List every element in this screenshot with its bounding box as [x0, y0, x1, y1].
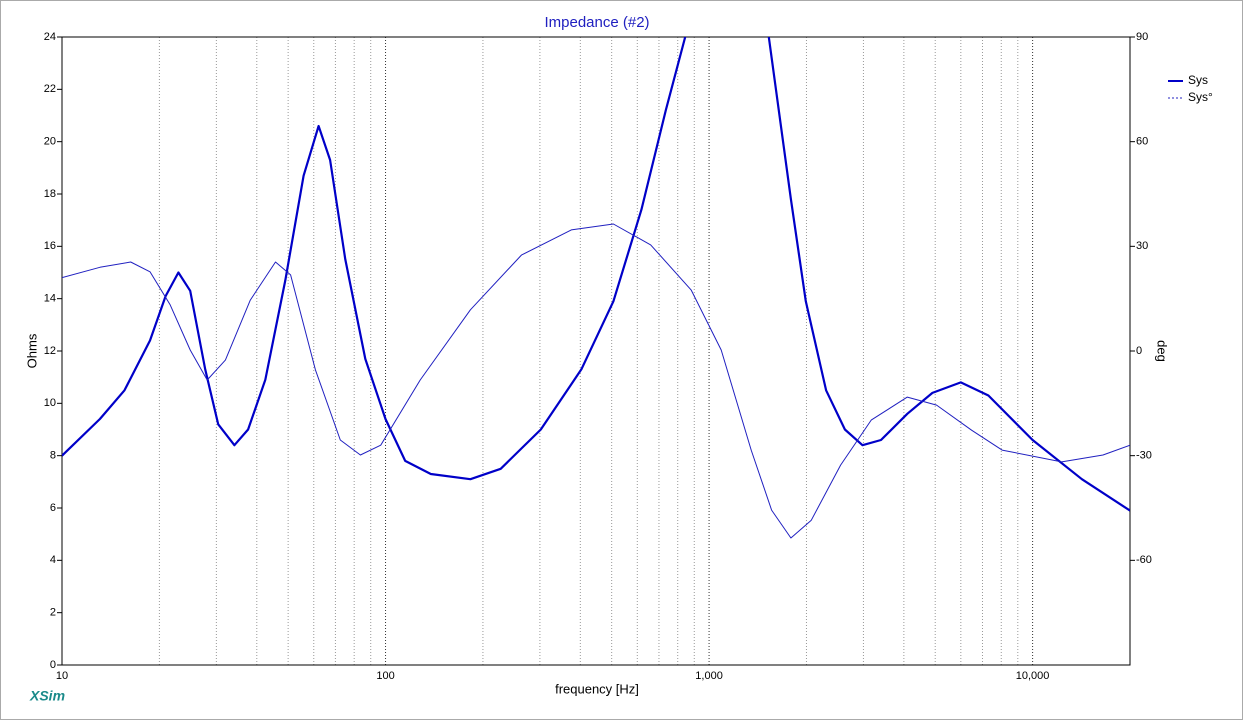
x-axis-label: frequency [Hz] [555, 681, 639, 696]
y-tick-label: 24 [44, 31, 56, 43]
x-tick-label: 10,000 [1016, 670, 1050, 682]
y-tick-label: 6 [50, 502, 56, 514]
y-tick-label: 22 [44, 83, 56, 95]
legend-label: Sys [1188, 73, 1208, 87]
y-tick-label: 14 [44, 293, 56, 305]
y2-tick-label: -30 [1136, 450, 1152, 462]
legend-label: Sys° [1188, 90, 1213, 104]
y-tick-label: 2 [50, 607, 56, 619]
y2-tick-label: 90 [1136, 31, 1148, 43]
series-line [62, 37, 1130, 512]
chart-title: Impedance (#2) [544, 14, 649, 31]
y-tick-label: 18 [44, 188, 56, 200]
y-tick-label: 16 [44, 240, 56, 252]
x-tick-label: 1,000 [695, 670, 723, 682]
y2-tick-label: 60 [1136, 136, 1148, 148]
y-tick-label: 20 [44, 136, 56, 148]
logo: XSim [29, 688, 65, 704]
y-tick-label: 4 [50, 554, 56, 566]
plot-area [62, 37, 1130, 539]
y2-tick-label: -60 [1136, 554, 1152, 566]
y-tick-label: 12 [44, 345, 56, 357]
series-line [62, 223, 1130, 539]
y-tick-label: 0 [50, 659, 56, 671]
y-tick-label: 8 [50, 450, 56, 462]
y-tick-label: 10 [44, 397, 56, 409]
y2-tick-label: 0 [1136, 345, 1142, 357]
x-tick-label: 10 [56, 670, 68, 682]
y2-axis-label: deg [1155, 340, 1170, 362]
y2-tick-label: 30 [1136, 240, 1148, 252]
plot-border [61, 36, 1131, 666]
x-tick-label: 100 [376, 670, 394, 682]
y-axis-label: Ohms [24, 333, 39, 368]
